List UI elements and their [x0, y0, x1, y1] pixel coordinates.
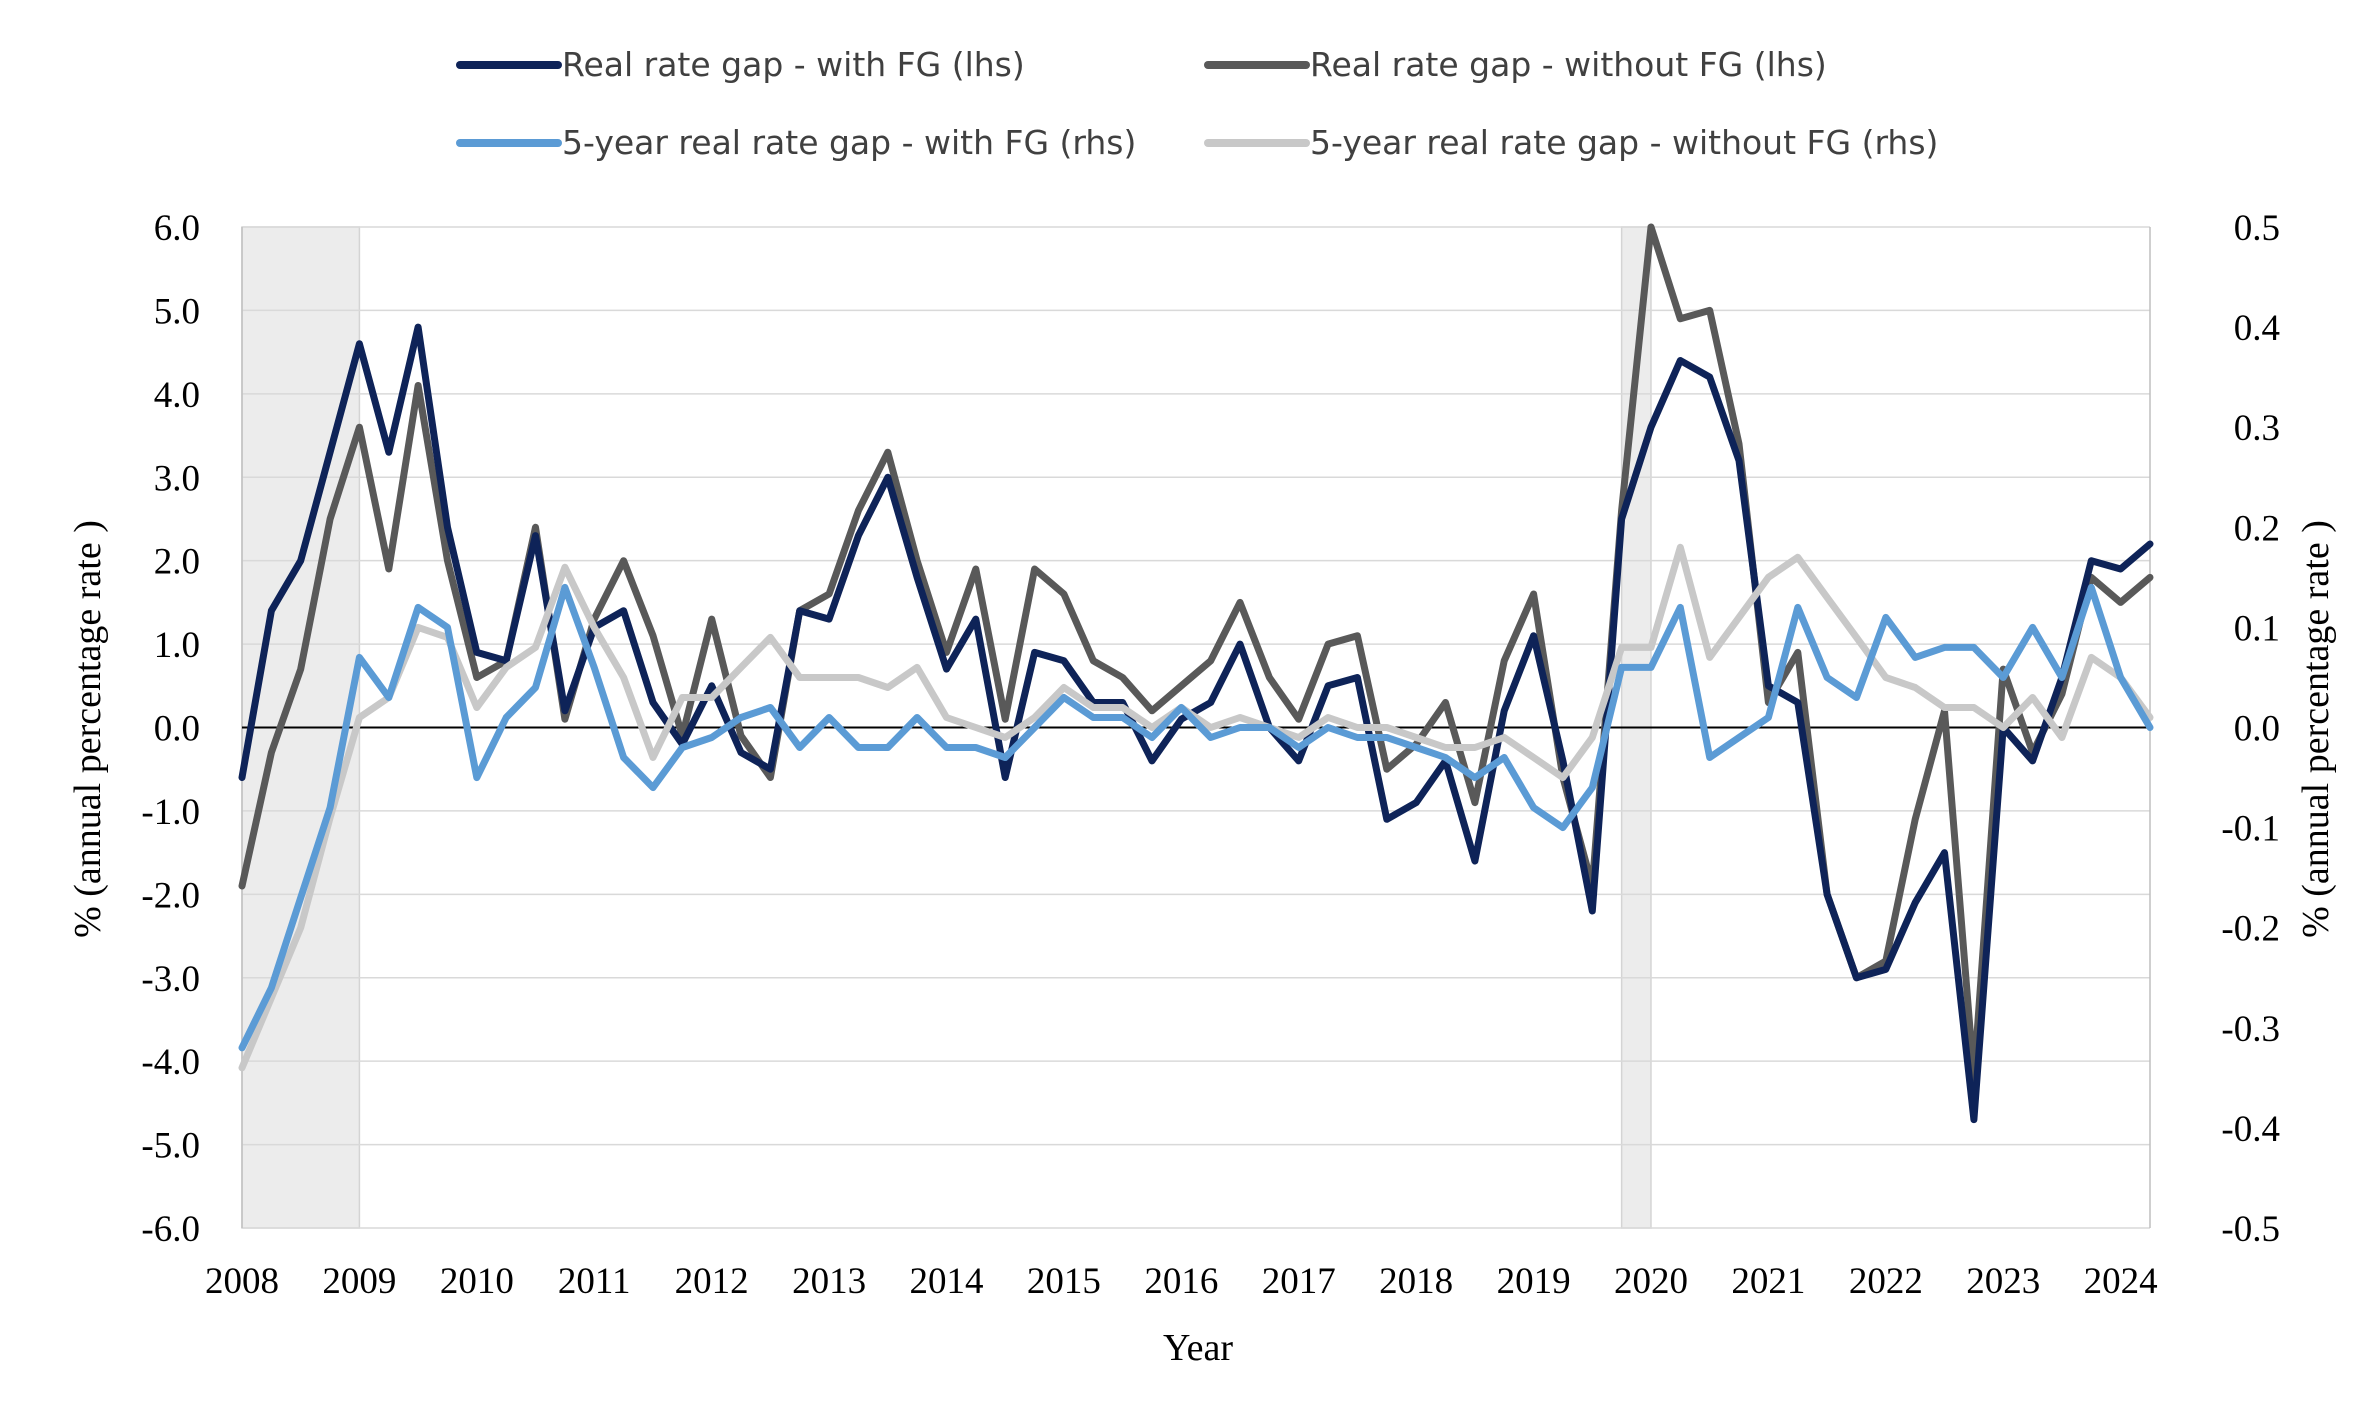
y-tick-right-label: -0.1: [2221, 809, 2280, 850]
x-tick-label: 2019: [1497, 1261, 1571, 1302]
legend-item-1: Real rate gap - with FG (lhs): [456, 45, 1025, 84]
y-tick-left-label: 1.0: [154, 625, 200, 666]
y-axis-title-right: % (annual percentage rate ): [2295, 520, 2337, 938]
x-tick-label: 2018: [1379, 1261, 1453, 1302]
y-tick-right-label: 0.0: [2234, 709, 2280, 750]
y-tick-left-label: -4.0: [141, 1042, 200, 1083]
y-tick-left-label: 0.0: [154, 709, 200, 750]
y-tick-right-label: 0.5: [2234, 208, 2280, 249]
y-tick-left-label: -1.0: [141, 792, 200, 833]
gridlines: [242, 226, 2150, 1229]
x-tick-label: 2012: [675, 1261, 749, 1302]
legend-item-4: 5-year real rate gap - without FG (rhs): [1204, 123, 1938, 162]
legend-label: 5-year real rate gap - with FG (rhs): [562, 123, 1136, 162]
x-tick-label: 2023: [1966, 1261, 2040, 1302]
x-tick-label: 2024: [2084, 1261, 2158, 1302]
legend-item-3: 5-year real rate gap - with FG (rhs): [456, 123, 1136, 162]
y-tick-left-label: 4.0: [154, 375, 200, 416]
y-tick-left-label: 2.0: [154, 542, 200, 583]
x-axis-title: Year: [1163, 1327, 1233, 1369]
y-tick-left-label: 5.0: [154, 291, 200, 332]
y-tick-right-label: -0.4: [2221, 1109, 2280, 1150]
y-tick-right-label: 0.1: [2234, 608, 2280, 649]
x-tick-label: 2022: [1849, 1261, 1923, 1302]
y-tick-left-label: -6.0: [141, 1209, 200, 1250]
series-line-3: [238, 583, 2154, 1052]
x-tick-label: 2017: [1262, 1261, 1336, 1302]
x-ticks: 2008 2009 2010 2011 2012 2013 2014 2015 2016 2017…: [205, 1261, 2158, 1302]
x-tick-label: 2020: [1614, 1261, 1688, 1302]
legend: Real rate gap - with FG (lhs) Real rate g…: [456, 45, 1938, 162]
y-tick-left-label: -5.0: [141, 1126, 200, 1167]
legend-label: Real rate gap - without FG (lhs): [1310, 45, 1827, 84]
y-tick-left-label: 3.0: [154, 458, 200, 499]
legend-label: Real rate gap - with FG (lhs): [562, 45, 1025, 84]
y-tick-left-label: -3.0: [141, 959, 200, 1000]
legend-label: 5-year real rate gap - without FG (rhs): [1310, 123, 1938, 162]
y-ticks-right: 0.5 0.4 0.3 0.2 0.1 0.0 -0.1 -0.2 -0.3 -0.4 -0.5: [2221, 208, 2280, 1250]
x-tick-label: 2008: [205, 1261, 279, 1302]
x-tick-label: 2021: [1731, 1261, 1805, 1302]
y-tick-right-label: 0.3: [2234, 408, 2280, 449]
x-tick-label: 2009: [322, 1261, 396, 1302]
series-line-1: [238, 323, 2154, 1124]
y-axis-title-left: % (annual percentage rate ): [67, 520, 109, 938]
y-tick-left-label: 6.0: [154, 208, 200, 249]
y-tick-right-label: -0.5: [2221, 1209, 2280, 1250]
y-tick-right-label: 0.4: [2234, 308, 2280, 349]
y-tick-left-label: -2.0: [141, 875, 200, 916]
x-tick-label: 2015: [1027, 1261, 1101, 1302]
y-tick-right-label: -0.2: [2221, 909, 2280, 950]
y-tick-right-label: 0.2: [2234, 508, 2280, 549]
x-tick-label: 2013: [792, 1261, 866, 1302]
x-tick-label: 2014: [909, 1261, 983, 1302]
series-lines: [238, 223, 2154, 1124]
y-tick-right-label: -0.3: [2221, 1009, 2280, 1050]
legend-item-2: Real rate gap - without FG (lhs): [1204, 45, 1827, 84]
x-tick-label: 2011: [558, 1261, 631, 1302]
x-tick-label: 2016: [1144, 1261, 1218, 1302]
x-tick-label: 2010: [440, 1261, 514, 1302]
series-line-4: [238, 543, 2154, 1072]
y-ticks-left: 6.0 5.0 4.0 3.0 2.0 1.0 0.0 -1.0 -2.0 -3.0 -4.0 -5.…: [141, 208, 200, 1250]
